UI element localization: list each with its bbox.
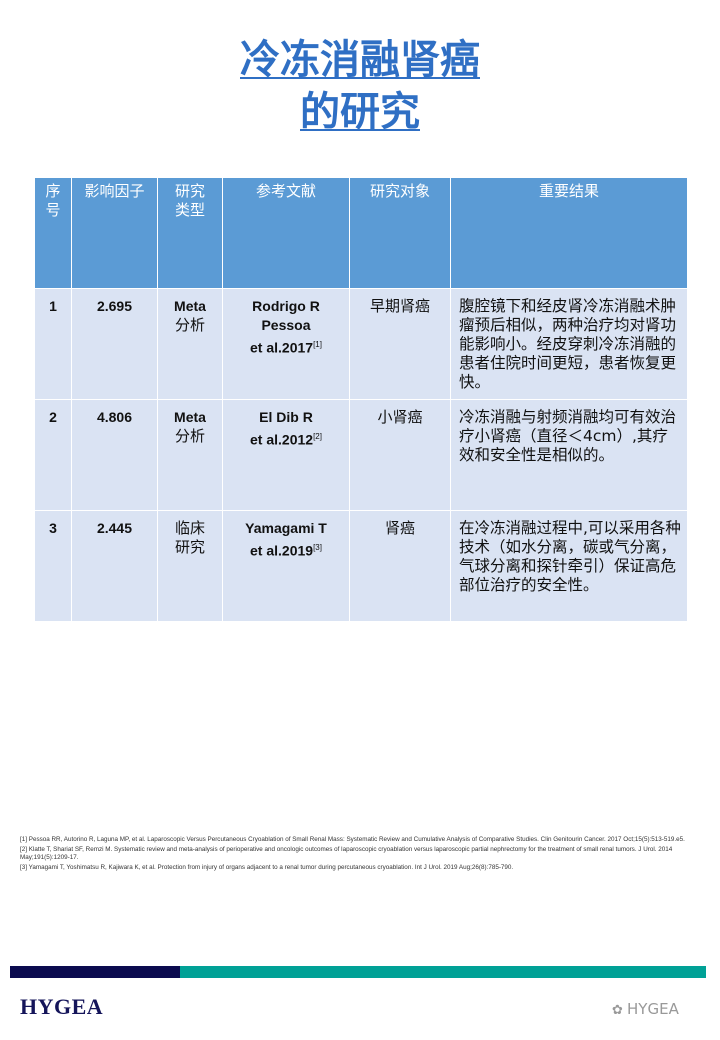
title-line-2: 的研究 — [300, 89, 420, 135]
header-results: 重要结果 — [450, 177, 688, 289]
ref-line: et al.2017 — [250, 339, 314, 356]
reference-item: [1] Pessoa RR, Autorino R, Laguna MP, et… — [20, 836, 685, 843]
cell-result: 腹腔镜下和经皮肾冷冻消融术肿瘤预后相似，两种治疗均对肾功能影响小。经皮穿刺冷冻消… — [450, 288, 688, 400]
cell-impact-factor: 2.695 — [71, 288, 158, 400]
study-table: 序号 影响因子 研究类型 参考文献 研究对象 重要结果 1 2.695 Meta… — [34, 177, 688, 622]
table-row: 2 4.806 Meta 分析 El Dib R et al.2012[2] 小肾癌… — [34, 399, 688, 511]
cell-no: 3 — [34, 510, 72, 622]
cell-study-type: Meta 分析 — [157, 399, 223, 511]
watermark-text: HYGEA — [627, 1000, 679, 1018]
ref-citation-link[interactable]: [1] — [313, 340, 322, 349]
watermark: ✿ HYGEA — [612, 1000, 679, 1018]
study-type-line2: 分析 — [174, 316, 205, 334]
header-impact-factor: 影响因子 — [71, 177, 158, 289]
cell-study-type: Meta 分析 — [157, 288, 223, 400]
header-reference: 参考文献 — [222, 177, 350, 289]
cell-reference: Yamagami T et al.2019[3] — [222, 510, 350, 622]
cell-subject: 肾癌 — [349, 510, 451, 622]
cell-study-type: 临床 研究 — [157, 510, 223, 622]
page-title: 冷冻消融肾癌 的研究 — [0, 34, 720, 138]
ref-line: Pessoa — [261, 317, 311, 333]
study-type-line1: 临床 — [174, 519, 205, 537]
references: [1] Pessoa RR, Autorino R, Laguna MP, et… — [20, 836, 710, 873]
ref-citation-link[interactable]: [3] — [313, 543, 322, 552]
cell-reference: El Dib R et al.2012[2] — [222, 399, 350, 511]
cell-impact-factor: 2.445 — [71, 510, 158, 622]
ref-citation-link[interactable]: [2] — [313, 432, 322, 441]
table-header-row: 序号 影响因子 研究类型 参考文献 研究对象 重要结果 — [34, 177, 688, 289]
cell-result: 冷冻消融与射频消融均可有效治疗小肾癌（直径＜4cm）,其疗效和安全性是相似的。 — [450, 399, 688, 511]
table-row: 1 2.695 Meta 分析 Rodrigo R Pessoa et al.2017… — [34, 288, 688, 400]
reference-item: [2] Klatte T, Shariat SF, Remzi M. Syste… — [20, 845, 673, 862]
footer-bar-navy — [10, 966, 180, 978]
ref-line: Rodrigo R — [252, 298, 320, 314]
ref-line: Yamagami T — [245, 520, 327, 536]
cell-subject: 小肾癌 — [349, 399, 451, 511]
study-type-line2: 研究 — [174, 538, 205, 556]
cell-subject: 早期肾癌 — [349, 288, 451, 400]
footer-bar-teal — [180, 966, 706, 978]
header-no: 序号 — [34, 177, 72, 289]
ref-line: El Dib R — [259, 409, 313, 425]
hygea-logo: HYGEA — [20, 994, 104, 1019]
study-type-line1: Meta — [174, 298, 206, 314]
ref-line: et al.2019 — [250, 542, 314, 559]
cell-impact-factor: 4.806 — [71, 399, 158, 511]
cell-no: 1 — [34, 288, 72, 400]
header-study-type: 研究类型 — [157, 177, 223, 289]
header-subject: 研究对象 — [349, 177, 451, 289]
cell-result: 在冷冻消融过程中,可以采用各种技术（如水分离，碳或气分离，气球分离和探针牵引）保… — [450, 510, 688, 622]
wechat-icon: ✿ — [612, 1003, 628, 1018]
title-line-1: 冷冻消融肾癌 — [240, 37, 480, 83]
study-type-line2: 分析 — [174, 427, 205, 445]
cell-reference: Rodrigo R Pessoa et al.2017[1] — [222, 288, 350, 400]
ref-line: et al.2012 — [250, 431, 314, 448]
study-type-line1: Meta — [174, 409, 206, 425]
cell-no: 2 — [34, 399, 72, 511]
reference-item: [3] Yamagami T, Yoshimatsu R, Kajiwara K… — [20, 863, 514, 871]
